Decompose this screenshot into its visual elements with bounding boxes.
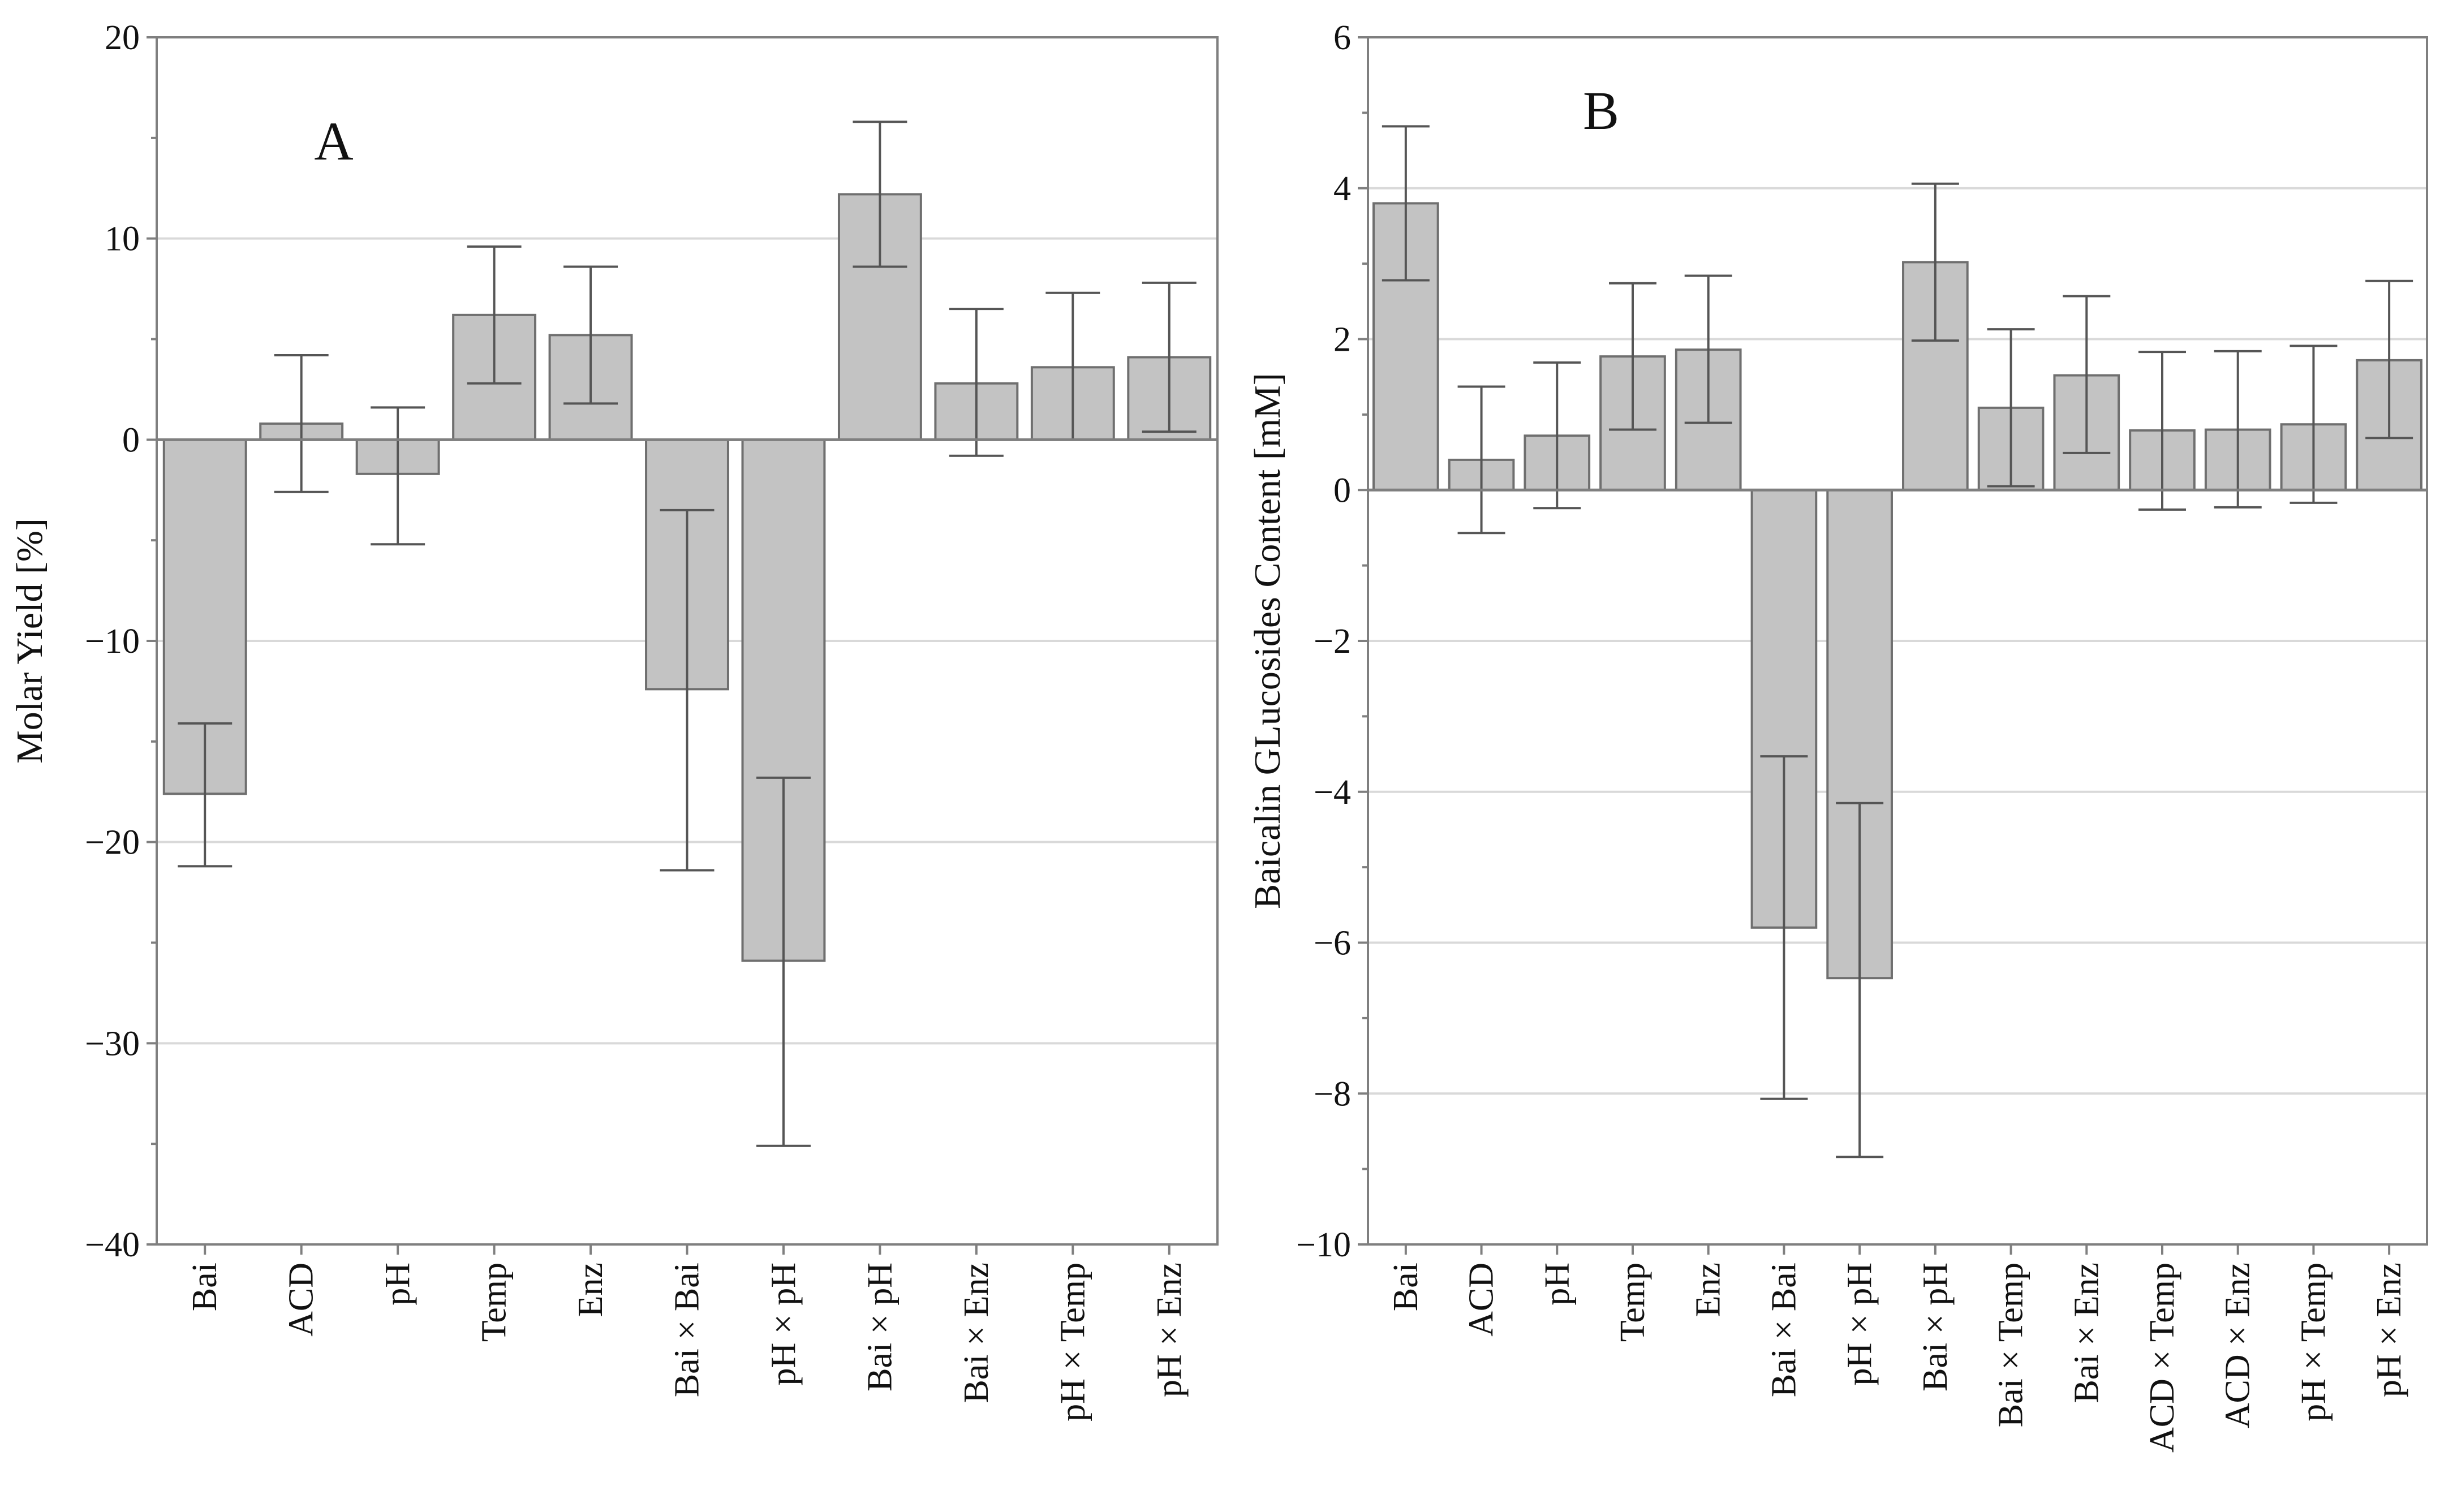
x-tick-label: pH × Enz [1150,1263,1189,1397]
y-tick-label: −8 [1314,1075,1351,1113]
y-tick-label: 2 [1333,321,1351,359]
x-tick-label: Enz [1689,1263,1728,1317]
x-tick-label: pH × pH [1840,1263,1879,1386]
panel-letter: A [314,111,353,171]
x-tick-label: pH × pH [764,1263,803,1386]
chart-panel-b: −10 −8 −6 −4 −2 0 2 4 6 Bai ACD pH Temp Enz Bai × Bai p… [1247,19,2428,1453]
y-tick-label: −40 [85,1226,140,1264]
panel-letter: B [1583,80,1619,141]
x-tick-label: Bai [186,1263,224,1311]
y-tick-label: −4 [1314,773,1351,812]
y-tick-label: 0 [1333,471,1351,510]
x-tick-label: pH [1538,1263,1576,1306]
x-tick-label: pH [378,1263,417,1306]
y-tick-label: 10 [105,220,140,259]
x-tick-label: Temp [475,1263,514,1342]
y-tick-label: −2 [1314,622,1351,661]
y-tick-label: 0 [122,421,140,459]
y-tick-label: −10 [1296,1226,1351,1264]
y-axis-label: Molar Yield [%] [9,518,50,764]
x-tick-label: Enz [571,1263,610,1317]
x-tick-label: ACD [282,1263,321,1337]
chart-panel-a: −40 −30 −20 −10 0 10 20 Bai ACD pH Temp Enz Bai × Ba… [9,19,1219,1421]
y-tick-label: 4 [1333,170,1351,208]
x-tick-label: ACD × Temp [2143,1263,2181,1453]
y-tick-label: −20 [85,824,140,862]
x-tick-label: pH × Enz [2370,1263,2408,1397]
y-tick-label: −10 [85,622,140,661]
x-tick-label: Bai [1387,1263,1425,1311]
y-tick-label: 6 [1333,19,1351,57]
x-tick-label: Bai × Temp [1992,1263,2030,1427]
x-tick-label: ACD × Enz [2219,1263,2257,1428]
x-tick-label: pH × Temp [2294,1263,2333,1421]
x-tick-label: Bai × Bai [668,1263,707,1397]
x-tick-label: Bai × Enz [2067,1263,2106,1403]
y-tick-label: −30 [85,1024,140,1063]
y-tick-label: 20 [105,19,140,57]
y-axis-label: Baicalin GLucosides Content [mM] [1247,373,1288,909]
x-tick-label: Bai × Bai [1765,1263,1803,1397]
x-tick-label: Temp [1613,1263,1652,1342]
x-tick-label: pH × Temp [1053,1263,1092,1421]
y-tick-label: −6 [1314,924,1351,963]
x-tick-label: ACD [1462,1263,1501,1337]
x-tick-label: Bai × Enz [957,1263,996,1403]
x-tick-label: Bai × pH [1916,1263,1955,1392]
x-tick-label: Bai × pH [860,1263,899,1392]
